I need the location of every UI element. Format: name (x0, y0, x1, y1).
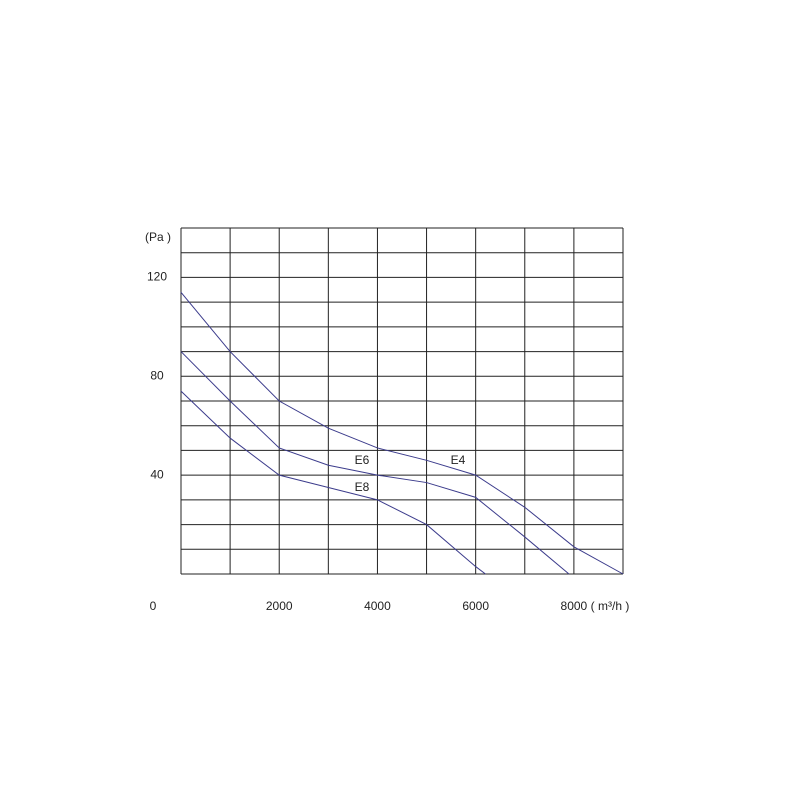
x-axis-label: ( m³/h ) (591, 599, 630, 613)
curve (180, 351, 570, 575)
series-label: E8 (355, 480, 370, 494)
x-tick-label: 8000 (561, 599, 588, 613)
y-tick-label: 40 (150, 467, 164, 481)
x-tick-label: 2000 (266, 599, 293, 613)
series-label: E6 (355, 453, 370, 467)
x-tick-label: 4000 (364, 599, 391, 613)
curve (180, 390, 486, 575)
x-tick-label: 6000 (462, 599, 489, 613)
x-tick-label: 0 (150, 599, 157, 613)
curve (180, 291, 624, 575)
y-tick-label: 80 (150, 368, 164, 382)
series-label: E4 (451, 453, 466, 467)
y-axis-label: (Pa ) (145, 230, 171, 244)
y-tick-label: 120 (147, 270, 167, 284)
